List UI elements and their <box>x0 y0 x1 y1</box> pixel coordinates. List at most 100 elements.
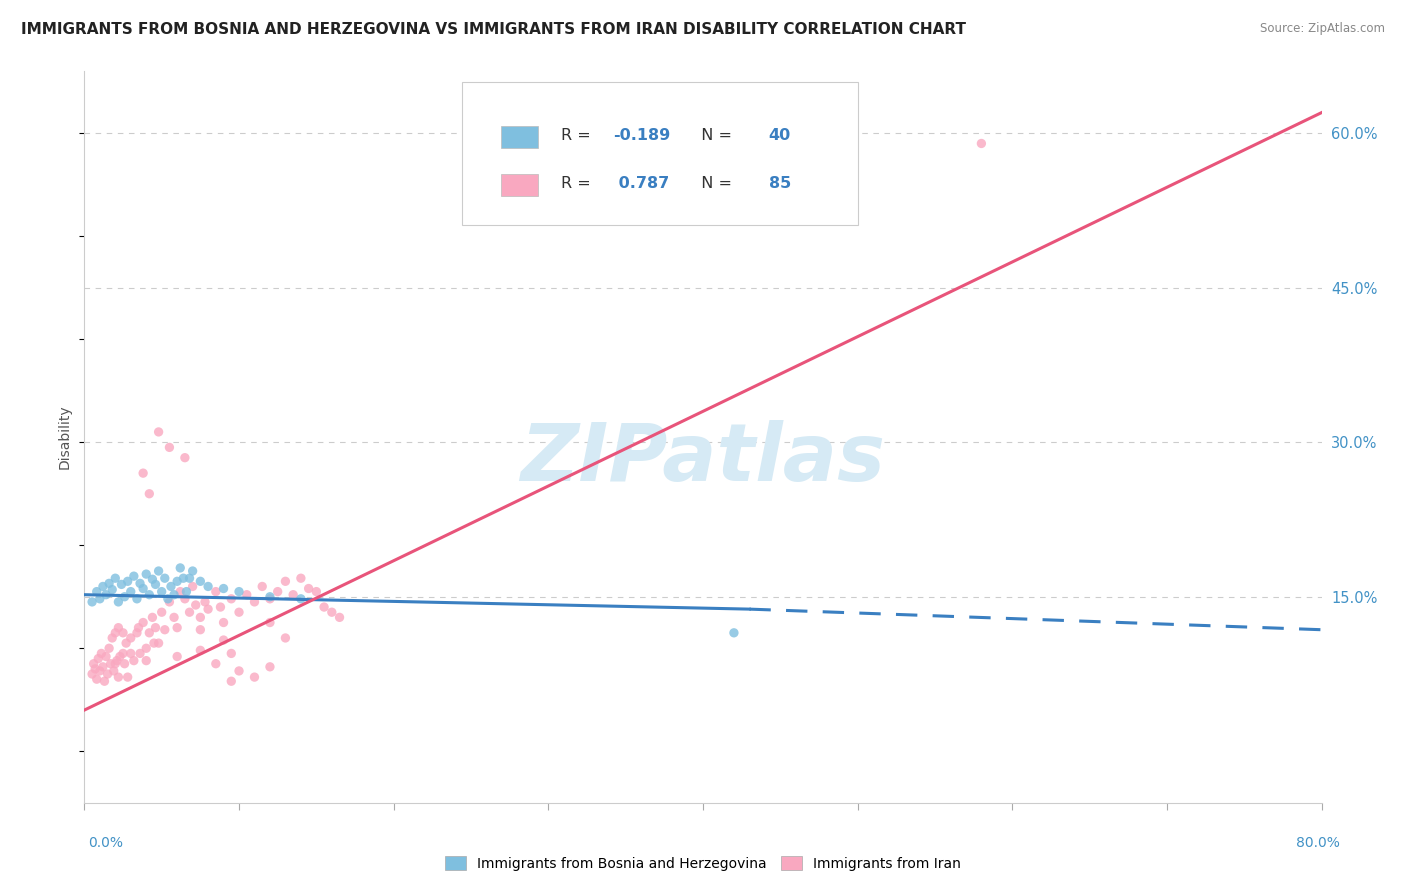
Point <box>329 610 352 624</box>
Point <box>104 657 127 671</box>
Point <box>108 649 131 664</box>
Point <box>228 605 250 619</box>
Point <box>105 654 128 668</box>
Point <box>145 577 167 591</box>
Point <box>159 595 181 609</box>
Point <box>120 631 142 645</box>
Point <box>259 590 281 604</box>
Point <box>194 595 217 609</box>
Point <box>129 647 152 661</box>
Point <box>163 610 186 624</box>
Point <box>221 647 243 661</box>
Point <box>267 584 290 599</box>
Point <box>112 647 135 661</box>
Point <box>90 647 112 661</box>
Point <box>132 615 155 630</box>
Point <box>94 649 117 664</box>
Text: IMMIGRANTS FROM BOSNIA AND HERZEGOVINA VS IMMIGRANTS FROM IRAN DISABILITY CORREL: IMMIGRANTS FROM BOSNIA AND HERZEGOVINA V… <box>21 22 966 37</box>
Point <box>138 625 160 640</box>
Point <box>94 588 117 602</box>
Legend: Immigrants from Bosnia and Herzegovina, Immigrants from Iran: Immigrants from Bosnia and Herzegovina, … <box>440 850 966 876</box>
Text: Source: ZipAtlas.com: Source: ZipAtlas.com <box>1260 22 1385 36</box>
Point <box>243 595 266 609</box>
Text: ZIPatlas: ZIPatlas <box>520 420 886 498</box>
Point <box>274 574 297 589</box>
Point <box>115 636 138 650</box>
Point <box>110 577 132 591</box>
Point <box>141 572 163 586</box>
Point <box>169 584 191 599</box>
Point <box>82 595 104 609</box>
Point <box>101 582 124 597</box>
Point <box>104 571 127 585</box>
Point <box>122 654 145 668</box>
Point <box>184 598 207 612</box>
Point <box>97 667 120 681</box>
Point <box>91 579 114 593</box>
Text: N =: N = <box>690 128 737 144</box>
Point <box>83 657 105 671</box>
Point <box>166 649 188 664</box>
Text: 80.0%: 80.0% <box>1296 836 1340 850</box>
Point <box>188 643 212 657</box>
Point <box>212 615 235 630</box>
Point <box>132 466 155 480</box>
Point <box>166 574 188 589</box>
Point <box>89 664 111 678</box>
Point <box>166 621 188 635</box>
Point <box>114 657 136 671</box>
Point <box>91 660 114 674</box>
Point <box>125 591 148 606</box>
Point <box>174 450 197 465</box>
Point <box>125 625 148 640</box>
Point <box>93 674 115 689</box>
Point <box>101 631 124 645</box>
Point <box>150 605 173 619</box>
FancyBboxPatch shape <box>461 82 858 225</box>
Point <box>209 600 232 615</box>
Point <box>112 625 135 640</box>
Point <box>259 615 281 630</box>
Point <box>163 588 186 602</box>
Point <box>305 584 328 599</box>
Point <box>148 564 170 578</box>
Text: 0.787: 0.787 <box>613 176 669 191</box>
Point <box>132 582 155 596</box>
Point <box>156 591 179 606</box>
Point <box>135 641 157 656</box>
Point <box>135 567 157 582</box>
Point <box>82 667 104 681</box>
Point <box>259 660 281 674</box>
Point <box>107 595 129 609</box>
Point <box>179 571 201 585</box>
Point <box>283 588 305 602</box>
Point <box>172 571 194 585</box>
Point <box>205 584 228 599</box>
Point <box>87 651 110 665</box>
Point <box>86 672 108 686</box>
Point <box>129 576 152 591</box>
Point <box>221 674 243 689</box>
Point <box>252 579 274 593</box>
Point <box>274 631 297 645</box>
Point <box>128 621 150 635</box>
Text: 40: 40 <box>769 128 790 144</box>
Point <box>160 579 183 593</box>
Point <box>188 623 212 637</box>
Point <box>188 574 212 589</box>
Point <box>174 591 197 606</box>
Y-axis label: Disability: Disability <box>58 405 72 469</box>
Point <box>321 605 343 619</box>
Point <box>89 591 111 606</box>
Point <box>290 591 312 606</box>
Point <box>723 625 745 640</box>
Point <box>86 584 108 599</box>
Point <box>138 487 160 501</box>
Point <box>259 591 281 606</box>
Point <box>107 621 129 635</box>
FancyBboxPatch shape <box>502 174 538 195</box>
Point <box>150 584 173 599</box>
Point <box>188 610 212 624</box>
Point <box>169 561 191 575</box>
Point <box>98 576 121 591</box>
